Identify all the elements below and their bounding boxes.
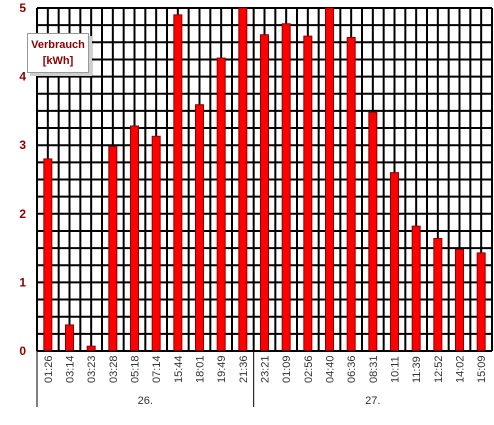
- bar: [411, 225, 421, 352]
- bar: [455, 248, 464, 352]
- x-tick-label: 11:39: [411, 356, 423, 383]
- bar: [238, 7, 248, 352]
- x-tick-label: 23:21: [260, 355, 272, 383]
- bar: [216, 57, 226, 352]
- x-tick-label: 03:14: [65, 355, 77, 383]
- group-label: 27.: [365, 395, 380, 407]
- x-tick-label: 14:02: [455, 355, 467, 383]
- x-tick-label: 10:11: [390, 356, 402, 383]
- y-tick-label: 3: [19, 138, 26, 152]
- bar: [130, 125, 139, 352]
- bar: [151, 135, 161, 352]
- y-axis-label-line-2: [kWh]: [42, 55, 74, 67]
- y-tick-label: 5: [19, 1, 26, 15]
- y-tick-label: 0: [19, 344, 26, 358]
- x-tick-label: 01:26: [43, 355, 55, 383]
- bar: [325, 7, 334, 352]
- bar: [346, 36, 356, 352]
- bar: [173, 14, 183, 352]
- x-tick-label: 04:40: [325, 355, 337, 383]
- x-tick-label: 21:36: [238, 355, 250, 383]
- x-tick-label: 06:36: [346, 355, 358, 383]
- x-tick-label: 08:31: [368, 355, 380, 383]
- y-axis-label-line-1: Verbrauch: [31, 39, 85, 51]
- bar: [86, 345, 96, 352]
- x-tick-label: 03:28: [108, 355, 120, 383]
- x-tick-label: 02:56: [303, 355, 315, 383]
- bar: [368, 111, 378, 352]
- bar: [303, 35, 313, 352]
- bar: [390, 172, 399, 352]
- x-tick-label: 12:52: [433, 355, 445, 383]
- x-tick-label: 18:01: [195, 355, 207, 383]
- bar: [433, 237, 443, 352]
- bar: [65, 324, 74, 352]
- x-tick-label: 05:18: [130, 355, 142, 383]
- bar: [195, 104, 204, 352]
- bar: [476, 252, 486, 352]
- bar: [281, 23, 291, 352]
- bar: [108, 146, 118, 352]
- y-tick-label: 1: [19, 275, 26, 289]
- bar: [260, 34, 269, 352]
- bar: [43, 158, 53, 352]
- x-tick-label: 01:09: [281, 355, 293, 383]
- y-tick-label: 4: [19, 70, 26, 84]
- x-tick-label: 15:44: [173, 355, 185, 383]
- x-tick-label: 19:49: [216, 355, 228, 383]
- x-tick-label: 03:23: [86, 355, 98, 383]
- y-tick-label: 2: [19, 207, 26, 221]
- x-tick-label: 15:09: [476, 355, 488, 383]
- x-tick-label: 07:14: [151, 355, 163, 383]
- group-label: 26.: [138, 395, 153, 407]
- y-axis-label-box: Verbrauch [kWh]: [27, 33, 89, 73]
